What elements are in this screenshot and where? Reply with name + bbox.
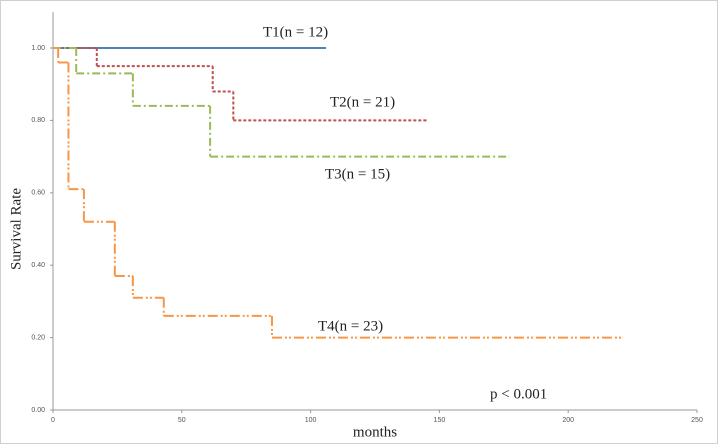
x-tick-label: 150 <box>434 417 446 424</box>
y-tick-label: 0.60 <box>31 190 45 197</box>
x-tick-label: 100 <box>305 417 317 424</box>
x-tick-label: 250 <box>691 417 703 424</box>
series-label: T1(n = 12) <box>263 24 328 40</box>
x-tick-label: 50 <box>178 417 186 424</box>
y-tick-label: 0.40 <box>31 262 45 269</box>
series-label: T4(n = 23) <box>318 318 383 334</box>
x-axis-label: months <box>353 424 397 440</box>
y-tick-label: 0.20 <box>31 334 45 341</box>
y-axis-label: Survival Rate <box>8 188 24 270</box>
y-tick-label: 1.00 <box>31 45 45 52</box>
series-label: T3(n = 15) <box>325 166 390 182</box>
y-tick-label: 0.00 <box>31 407 45 414</box>
x-tick-label: 200 <box>562 417 574 424</box>
series-label: T2(n = 21) <box>330 94 395 110</box>
annotation: p < 0.001 <box>490 386 547 402</box>
x-tick-label: 0 <box>51 417 55 424</box>
y-tick-label: 0.80 <box>31 117 45 124</box>
